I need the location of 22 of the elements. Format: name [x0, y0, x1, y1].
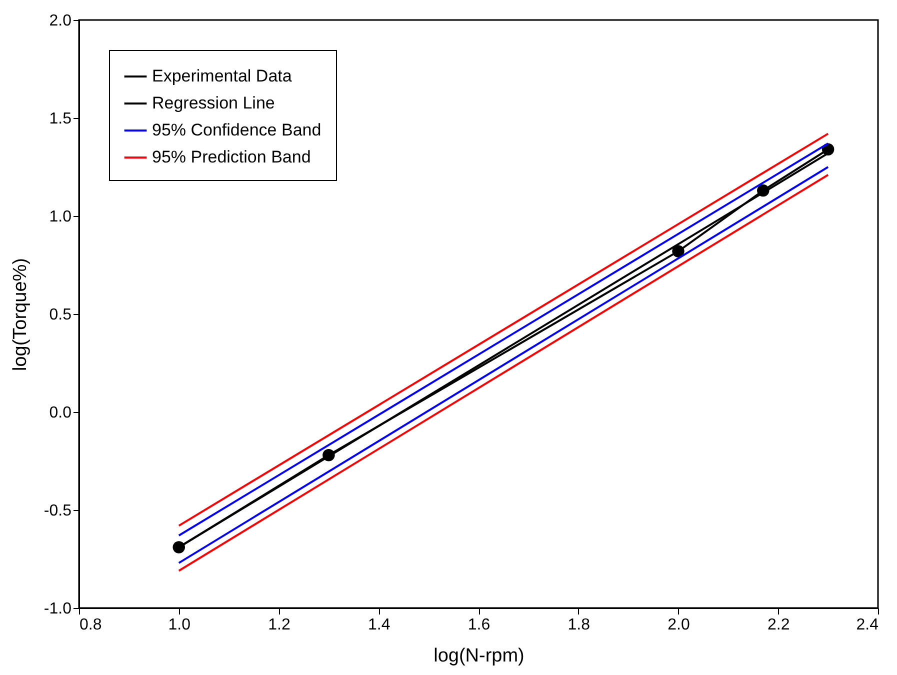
y-tick-label: -1.0 — [44, 600, 72, 618]
x-tick-label: 2.4 — [856, 616, 879, 634]
y-axis-title: log(Torque%) — [10, 258, 31, 371]
x-tick-label: 1.2 — [268, 616, 290, 634]
x-tick-label: 2.2 — [768, 616, 790, 634]
x-axis-title: log(N-rpm) — [434, 646, 524, 666]
x-tick-label: 1.0 — [168, 616, 191, 634]
legend-label: Regression Line — [152, 94, 275, 112]
legend-label: 95% Confidence Band — [152, 120, 322, 140]
legend-label: Experimental Data — [152, 66, 292, 86]
x-tick-label: 2.0 — [668, 616, 690, 634]
x-tick-label: 1.6 — [468, 616, 490, 634]
x-tick-label: 0.8 — [80, 616, 102, 634]
legend-label: 95% Prediction Band — [152, 148, 311, 166]
x-tick-label: 1.8 — [568, 616, 590, 634]
y-tick-label: 1.5 — [49, 110, 72, 128]
y-tick-label: 1.0 — [49, 208, 72, 226]
y-tick-label: 0.0 — [49, 404, 72, 422]
x-tick-label: 1.4 — [368, 616, 390, 634]
y-tick-label: -0.5 — [44, 502, 72, 520]
y-tick-label: 0.5 — [49, 306, 72, 324]
y-tick-label: 2.0 — [49, 12, 72, 30]
